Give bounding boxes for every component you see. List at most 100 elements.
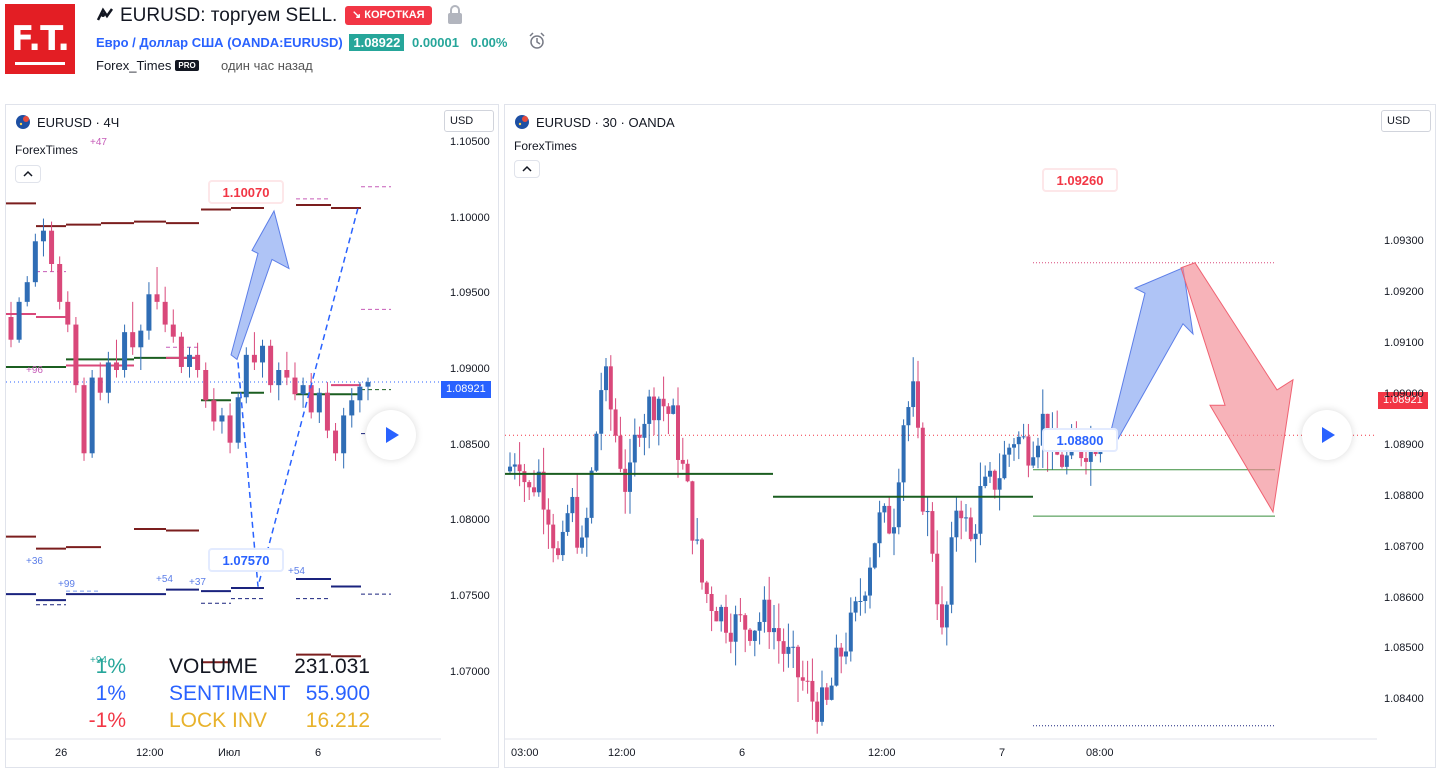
candle-body [728, 632, 733, 642]
symbol-name-link[interactable]: Евро / Доллар США [96, 35, 224, 50]
candle-body [839, 647, 844, 657]
level-note: +54 [156, 574, 173, 585]
candle-body [276, 370, 282, 386]
candle-body [8, 317, 14, 340]
candle-body [820, 687, 824, 722]
candle-body [656, 398, 661, 421]
y-tick-left: 1.07000 [450, 665, 490, 678]
candle-body [628, 462, 632, 492]
level-note: +54 [288, 566, 305, 577]
collapse-button-left[interactable] [15, 165, 41, 183]
symbol-ticker-link[interactable]: (OANDA:EURUSD) [227, 35, 343, 50]
candle-body [848, 612, 853, 652]
collapse-button-right[interactable] [514, 160, 540, 178]
candle-body [997, 478, 1002, 490]
price-change: 0.00001 [411, 35, 459, 50]
chevron-up-icon [522, 165, 532, 172]
currency-button-left[interactable]: USD [444, 110, 494, 132]
forex-times-logo[interactable]: F.T. [5, 4, 75, 74]
candle-body [930, 511, 935, 554]
candle-body [308, 385, 314, 413]
short-direction-badge: ↘ КОРОТКАЯ [345, 6, 432, 25]
candle-body [599, 390, 604, 434]
candle-body [105, 362, 111, 393]
candle-body [738, 614, 743, 616]
candle-body [522, 471, 527, 483]
candle-body [532, 487, 536, 493]
y-tick-right: 1.08600 [1384, 591, 1424, 604]
level-note: +96 [26, 365, 43, 376]
candle-body [676, 405, 680, 460]
candle-body [805, 680, 810, 682]
candle-body [316, 392, 322, 413]
candle-body [901, 425, 906, 483]
candle-body [154, 294, 160, 302]
candle-body [170, 324, 176, 337]
candle-body [743, 615, 748, 630]
candle-body [796, 646, 800, 678]
candle-body [1012, 444, 1016, 448]
candle-body [536, 471, 541, 493]
annotation-label: 1.07570 [223, 553, 270, 568]
candle-body [896, 482, 901, 528]
pro-badge: PRO [175, 60, 199, 71]
candle-body [887, 505, 892, 534]
alarm-clock-icon[interactable] [528, 32, 546, 50]
play-icon [1322, 427, 1335, 443]
idea-title[interactable]: EURUSD: торгуем SELL. [120, 5, 338, 26]
y-tick-left: 1.08000 [450, 514, 490, 527]
x-tick-right: 12:00 [868, 747, 896, 759]
price-change-percent: 0.00% [470, 35, 508, 50]
candle-body [146, 294, 152, 331]
stat-value: 16.212 [305, 709, 370, 732]
y-tick-right: 1.09100 [1384, 337, 1424, 350]
x-tick-right: 12:00 [608, 747, 636, 759]
play-icon [386, 427, 399, 443]
y-tick-right: 1.08800 [1384, 489, 1424, 502]
candle-body [853, 601, 858, 613]
candle-body [964, 517, 968, 519]
candle-body [1016, 436, 1021, 445]
y-tick-right: 1.08500 [1384, 642, 1424, 655]
candle-body [647, 396, 652, 424]
candle-body [872, 543, 877, 568]
candle-body [40, 230, 46, 242]
candle-body [834, 647, 839, 686]
candle-body [73, 324, 79, 386]
candle-body [551, 524, 556, 549]
stat-value: 55.900 [305, 682, 370, 705]
candle-body [235, 397, 241, 443]
currency-button-right[interactable]: USD [1381, 110, 1431, 132]
candle-body [858, 600, 863, 602]
play-button-right[interactable] [1302, 410, 1352, 460]
logo-text: F.T. [10, 19, 70, 59]
play-button-left[interactable] [366, 410, 416, 460]
candle-body [944, 604, 949, 628]
candle-body [138, 330, 144, 348]
author-name[interactable]: Forex_Times [96, 58, 172, 73]
candle-body [365, 382, 371, 387]
level-note: +37 [189, 577, 206, 588]
candle-body [978, 486, 983, 534]
candle-body [1036, 445, 1040, 458]
y-tick-right: 1.09200 [1384, 286, 1424, 299]
candlestick-chart-left[interactable]: 1.10070 1.07570 +36 +99 +54 +37 +54 +94 +96 [6, 105, 441, 741]
annotation-box [208, 180, 284, 204]
stat-pct: -1% [88, 709, 126, 732]
candle-body [268, 345, 274, 386]
annotation-label: 1.08800 [1057, 433, 1104, 448]
candle-body [594, 433, 599, 471]
candle-body [824, 687, 829, 700]
candle-body [748, 629, 752, 641]
candle-body [916, 381, 920, 428]
candle-body [1060, 454, 1064, 467]
candle-body [97, 377, 103, 393]
candle-body [752, 630, 757, 641]
x-tick-right: 6 [739, 747, 746, 759]
forecast-arrow-down [1180, 262, 1294, 514]
candle-body [781, 641, 786, 654]
candlestick-chart-right[interactable]: 1.09260 1.08800 [505, 105, 1377, 741]
current-price-badge: 1.08922 [349, 34, 405, 51]
candle-body [642, 423, 647, 438]
candle-body [565, 513, 570, 532]
